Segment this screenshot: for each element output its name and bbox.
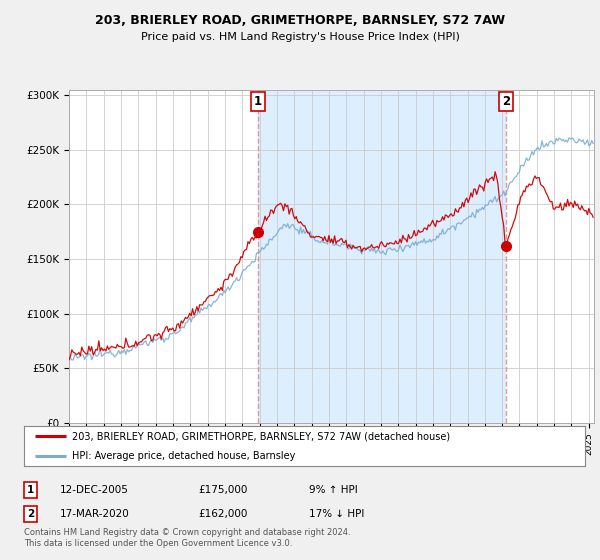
Text: 17-MAR-2020: 17-MAR-2020 <box>60 509 130 519</box>
Text: 2: 2 <box>27 509 34 519</box>
Text: 203, BRIERLEY ROAD, GRIMETHORPE, BARNSLEY, S72 7AW (detached house): 203, BRIERLEY ROAD, GRIMETHORPE, BARNSLE… <box>71 432 450 441</box>
Text: Price paid vs. HM Land Registry's House Price Index (HPI): Price paid vs. HM Land Registry's House … <box>140 32 460 43</box>
Text: 203, BRIERLEY ROAD, GRIMETHORPE, BARNSLEY, S72 7AW: 203, BRIERLEY ROAD, GRIMETHORPE, BARNSLE… <box>95 14 505 27</box>
Text: 12-DEC-2005: 12-DEC-2005 <box>60 485 129 495</box>
Text: 1: 1 <box>254 95 262 108</box>
Text: HPI: Average price, detached house, Barnsley: HPI: Average price, detached house, Barn… <box>71 451 295 461</box>
Text: £175,000: £175,000 <box>198 485 247 495</box>
Bar <box>258 90 506 423</box>
Text: 17% ↓ HPI: 17% ↓ HPI <box>309 509 364 519</box>
Text: 2: 2 <box>502 95 510 108</box>
Text: 1: 1 <box>27 485 34 495</box>
Text: £162,000: £162,000 <box>198 509 247 519</box>
Text: 9% ↑ HPI: 9% ↑ HPI <box>309 485 358 495</box>
Text: Contains HM Land Registry data © Crown copyright and database right 2024.
This d: Contains HM Land Registry data © Crown c… <box>24 528 350 548</box>
